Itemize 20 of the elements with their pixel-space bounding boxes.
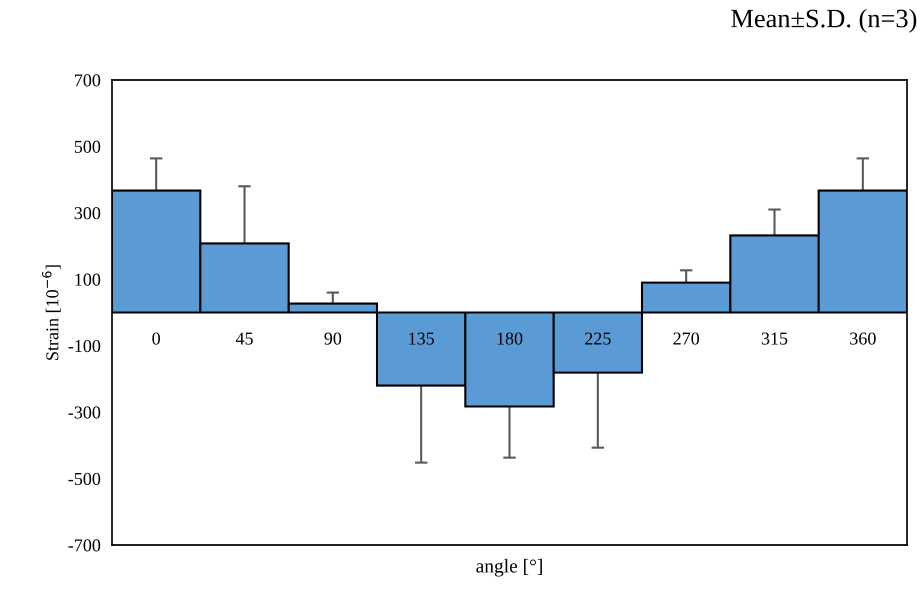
x-axis-title: angle [°] xyxy=(476,558,542,577)
x-tick-label: 315 xyxy=(762,332,788,345)
y-tick-label: 300 xyxy=(74,207,100,220)
y-tick-label: -500 xyxy=(68,472,100,486)
y-tick-label: 100 xyxy=(75,274,100,286)
x-tick-label: 270 xyxy=(673,332,700,345)
x-tick-label: 90 xyxy=(324,332,342,345)
y-tick-label: -100 xyxy=(68,340,100,352)
x-tick-label: 180 xyxy=(498,332,522,345)
y-axis-title: Strain [10$^{−6}$] xyxy=(42,265,61,360)
y-tick-label: -300 xyxy=(68,406,100,419)
x-tick-label: 45 xyxy=(236,332,253,345)
chart-title: Mean±S.D. (n=3) xyxy=(731,8,916,33)
x-tick-label: 135 xyxy=(409,332,434,345)
x-tick-label: 0 xyxy=(152,332,160,345)
x-tick-label: 225 xyxy=(585,332,611,345)
y-tick-label: 500 xyxy=(74,140,100,153)
y-tick-label: 700 xyxy=(74,74,100,86)
y-tick-label: -700 xyxy=(68,539,100,552)
x-tick-label: 360 xyxy=(850,332,876,345)
